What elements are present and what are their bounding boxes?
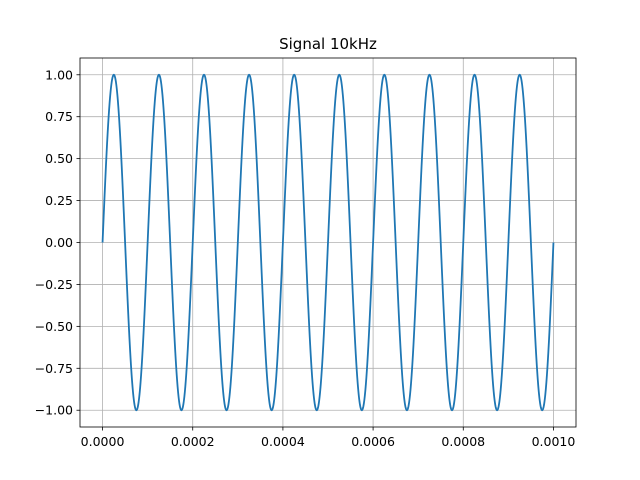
y-tick-label: −0.75 [35,361,73,376]
y-tick-label: 1.00 [45,67,73,82]
y-tick-label: 0.25 [45,193,73,208]
y-tick-label: 0.50 [45,151,73,166]
y-tick-label: −1.00 [35,403,73,418]
y-tick-label: 0.00 [45,235,73,250]
x-axis: 0.0000 0.0002 0.0004 0.0006 0.0008 0.0010 [81,427,576,449]
y-tick-label: −0.25 [35,277,73,292]
y-tick-label: 0.75 [45,109,73,124]
chart-title: Signal 10kHz [279,35,377,53]
series-layer [101,73,555,412]
y-axis: 1.00 0.75 0.50 0.25 0.00 −0.25 −0.50 −0.75 −1.00 [35,67,80,418]
x-tick-label: 0.0004 [261,434,305,449]
y-tick-label: −0.50 [35,319,73,334]
series-line [101,73,555,412]
x-tick-label: 0.0008 [441,434,485,449]
x-tick-label: 0.0000 [81,434,125,449]
x-tick-label: 0.0010 [532,434,576,449]
x-tick-label: 0.0006 [351,434,395,449]
x-tick-label: 0.0002 [171,434,215,449]
